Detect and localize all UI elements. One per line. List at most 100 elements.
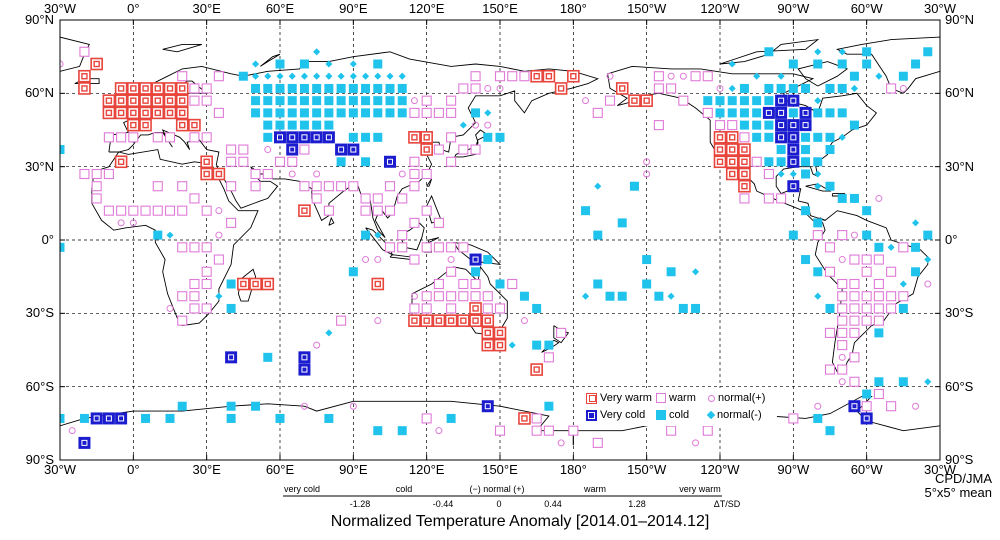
normal-plus-marker [129, 219, 137, 227]
cold-marker [898, 303, 908, 313]
cold-marker [813, 108, 823, 118]
warm-marker [837, 230, 848, 241]
warm-marker [409, 107, 420, 118]
cold-marker [837, 108, 847, 118]
bottom-lon-label: 30°E [192, 462, 221, 477]
warm-marker [201, 303, 212, 314]
warm-marker [433, 107, 444, 118]
very-warm-marker [139, 118, 152, 132]
warm-marker [458, 242, 469, 253]
legend-very-warm: Very warm [586, 392, 652, 404]
warm-marker [788, 413, 799, 424]
cold-marker [251, 108, 261, 118]
warm-marker [152, 181, 163, 192]
cold-marker [813, 132, 823, 142]
very-warm-marker [457, 314, 470, 327]
cold-marker [373, 132, 383, 142]
very-cold-marker [799, 119, 812, 132]
top-lon-label: 60°W [850, 1, 883, 16]
warm-marker [763, 168, 774, 180]
cold-marker [825, 145, 835, 155]
very-warm-marker [713, 131, 727, 144]
normal-minus-marker [814, 182, 822, 190]
cold-marker [275, 96, 285, 106]
very-warm-marker [615, 82, 629, 95]
warm-marker [213, 71, 224, 82]
normal-plus-marker [288, 170, 296, 178]
cold-marker [324, 83, 334, 93]
cold-marker [373, 59, 383, 69]
very-warm-marker [530, 363, 543, 376]
very-warm-marker [212, 167, 226, 181]
legend-warm: warm [656, 392, 696, 404]
warm-marker [678, 95, 689, 106]
warm-marker [287, 156, 298, 167]
warm-marker [421, 205, 432, 216]
normal-plus-marker [349, 402, 357, 410]
warm-marker [507, 71, 518, 82]
cold-marker [483, 255, 493, 265]
normal-minus-marker [276, 72, 284, 80]
cold-marker [727, 108, 737, 118]
scale-threshold-4: 0.44 [544, 499, 562, 509]
normal-plus-marker [838, 378, 846, 386]
very-warm-marker [408, 314, 421, 327]
cold-marker [275, 413, 285, 423]
cold-marker [251, 83, 261, 93]
normal-minus-marker [838, 48, 846, 56]
warm-marker [189, 242, 200, 253]
normal-plus-marker [484, 121, 492, 129]
cold-marker [849, 120, 859, 130]
very-warm-marker [127, 94, 140, 107]
warm-marker [556, 327, 567, 338]
right-lat-label: 90°S [945, 452, 974, 467]
warm-marker [482, 291, 493, 302]
normal-plus-marker [484, 84, 492, 92]
warm-marker [849, 315, 860, 326]
cold-marker [837, 193, 847, 203]
warm-marker [299, 181, 310, 192]
cold-marker [776, 145, 786, 155]
cold-marker [752, 132, 762, 142]
warm-marker [837, 303, 848, 314]
warm-marker [849, 254, 860, 265]
cold-marker [862, 389, 872, 399]
normal-minus-marker [887, 243, 895, 251]
normal-plus-marker [716, 84, 724, 92]
cold-marker [397, 96, 407, 106]
warm-marker [494, 303, 506, 314]
cold-marker [299, 108, 309, 118]
normal-minus-marker [789, 170, 797, 178]
cold-marker [642, 279, 652, 289]
warm-marker [189, 132, 200, 143]
cold-marker [801, 83, 811, 93]
warm-marker [177, 242, 188, 253]
very-warm-marker [78, 69, 91, 83]
normal-plus-marker [447, 256, 455, 264]
very-warm-marker [127, 82, 140, 95]
warm-marker [336, 315, 347, 326]
warm-marker [421, 291, 432, 302]
cold-marker [275, 83, 285, 93]
normal-minus-marker [300, 72, 308, 80]
warm-marker [177, 181, 188, 192]
warm-marker [372, 193, 383, 204]
very-cold-marker [298, 363, 311, 376]
very-cold-marker [78, 436, 91, 449]
cold-marker [361, 157, 371, 167]
cold-marker [801, 132, 811, 142]
warm-marker [446, 132, 457, 143]
very-cold-marker [115, 412, 128, 425]
cold-marker [275, 120, 285, 130]
cold-marker [251, 96, 261, 106]
cold-marker [324, 120, 334, 130]
warm-marker [189, 303, 200, 314]
cold-marker [361, 230, 371, 240]
normal-minus-marker [582, 292, 590, 300]
warm-marker [397, 242, 408, 253]
cold-marker [385, 108, 395, 118]
warm-marker [690, 71, 701, 82]
cold-marker [177, 401, 187, 411]
warm-marker [201, 278, 212, 290]
warm-marker [421, 242, 432, 253]
